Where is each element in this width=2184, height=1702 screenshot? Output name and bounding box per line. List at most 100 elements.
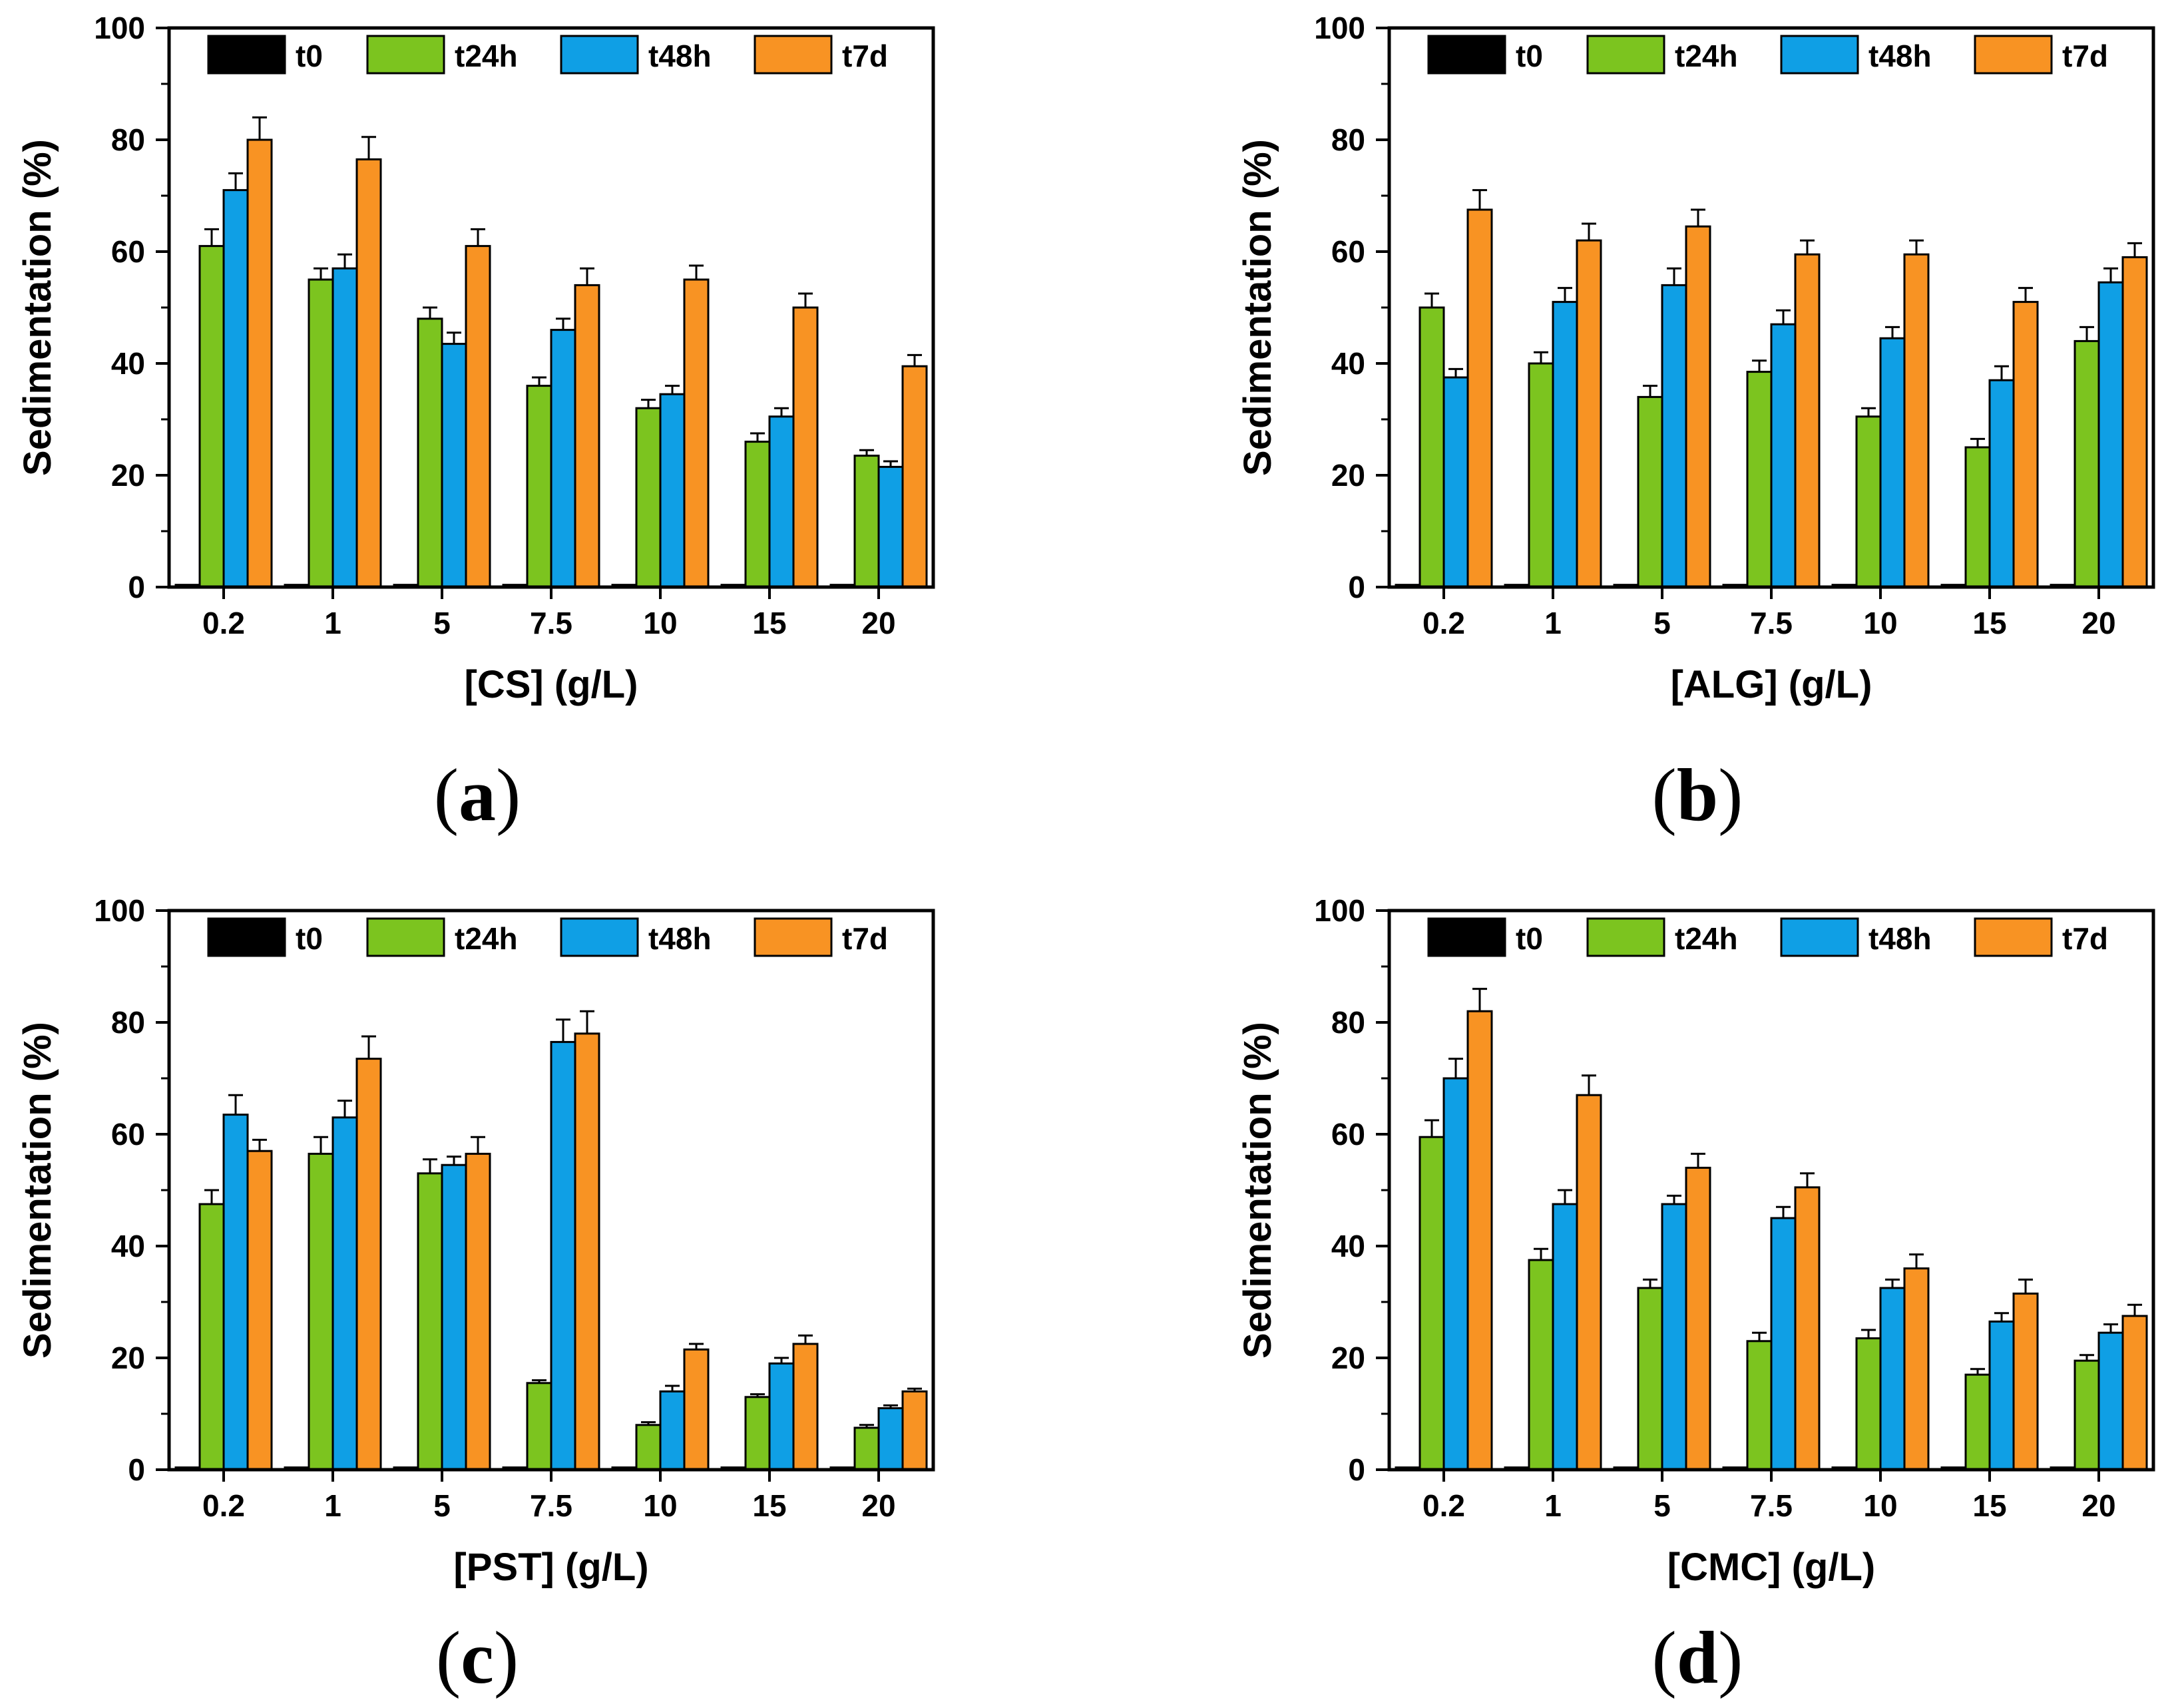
bar-t7d-20 bbox=[901, 365, 928, 588]
x-tick-label-0.2: 0.2 bbox=[1422, 1488, 1465, 1523]
bar-t48h-10 bbox=[659, 393, 686, 588]
x-tick-label-20: 20 bbox=[2081, 1488, 2115, 1523]
panel-label-open: ( bbox=[433, 754, 459, 837]
bar-t7d-7.5 bbox=[1794, 1186, 1821, 1471]
legend-swatch-t0 bbox=[1427, 917, 1506, 957]
bar-t7d-15 bbox=[792, 306, 819, 588]
y-tick-label-20: 20 bbox=[111, 1341, 145, 1375]
x-axis-title-b: [ALG] (g/L) bbox=[1671, 663, 1872, 706]
bar-t48h-15 bbox=[768, 1362, 795, 1471]
bar-t48h-20 bbox=[877, 1407, 904, 1471]
legend-swatch-t7d bbox=[754, 35, 833, 75]
bar-t24h-5 bbox=[417, 1172, 443, 1471]
legend-swatch-t0 bbox=[207, 35, 286, 75]
bar-t7d-1 bbox=[355, 1058, 382, 1471]
bar-t24h-1 bbox=[1528, 1259, 1554, 1471]
x-tick-label-5: 5 bbox=[1653, 1488, 1671, 1523]
legend-swatch-t24h bbox=[1586, 917, 1665, 957]
legend-label-t7d: t7d bbox=[842, 39, 888, 73]
x-tick-label-5: 5 bbox=[433, 1488, 451, 1523]
legend-swatch-t48h bbox=[1780, 35, 1859, 75]
x-tick-label-7.5: 7.5 bbox=[530, 606, 572, 640]
bar-t7d-0.2 bbox=[1466, 1010, 1493, 1471]
bar-t7d-10 bbox=[1903, 1267, 1930, 1471]
bar-t24h-0.2 bbox=[198, 1203, 225, 1471]
y-tick-label-0: 0 bbox=[128, 1452, 145, 1487]
bar-t24h-5 bbox=[1637, 395, 1663, 588]
y-tick-label-80: 80 bbox=[111, 1005, 145, 1040]
x-tick-label-15: 15 bbox=[752, 606, 786, 640]
x-tick-label-20: 20 bbox=[861, 606, 895, 640]
y-axis-title-c: Sedimentation (%) bbox=[16, 1022, 59, 1359]
bar-t48h-10 bbox=[659, 1390, 686, 1471]
bar-t24h-15 bbox=[1964, 446, 1991, 588]
x-tick-label-7.5: 7.5 bbox=[1750, 1488, 1793, 1523]
legend-label-t48h: t48h bbox=[1868, 921, 1932, 956]
bar-t24h-15 bbox=[1964, 1373, 1991, 1471]
bar-t48h-0.2 bbox=[1442, 376, 1469, 588]
x-tick-label-5: 5 bbox=[1653, 606, 1671, 640]
bar-t48h-7.5 bbox=[1770, 323, 1797, 588]
panel-c: 0 20 40 60 80 100 0.2 1 5 7.5 10 15 20 t0 t24h t48h t7d[… bbox=[0, 852, 1092, 1702]
y-tick-label-40: 40 bbox=[111, 346, 145, 381]
y-tick-label-20: 20 bbox=[1331, 458, 1365, 493]
y-tick-label-60: 60 bbox=[111, 1117, 145, 1152]
bar-t7d-20 bbox=[2121, 1315, 2148, 1471]
panel-letter: c bbox=[461, 1617, 494, 1699]
legend-label-t7d: t7d bbox=[2062, 921, 2108, 956]
legend-label-t48h: t48h bbox=[1868, 39, 1932, 73]
x-tick-label-20: 20 bbox=[861, 1488, 895, 1523]
y-tick-label-0: 0 bbox=[128, 570, 145, 604]
y-tick-label-80: 80 bbox=[1331, 1005, 1365, 1040]
bar-t48h-5 bbox=[1661, 284, 1687, 588]
x-tick-label-15: 15 bbox=[752, 1488, 786, 1523]
legend-swatch-t7d bbox=[1974, 35, 2053, 75]
y-tick-label-80: 80 bbox=[1331, 122, 1365, 157]
bar-t48h-0.2 bbox=[222, 1114, 249, 1471]
bar-t24h-20 bbox=[2074, 339, 2100, 588]
bar-t24h-0.2 bbox=[1419, 1136, 1445, 1471]
x-axis-title-c: [PST] (g/L) bbox=[453, 1546, 648, 1589]
y-tick-label-60: 60 bbox=[111, 234, 145, 269]
panel-letter: a bbox=[459, 754, 496, 837]
legend-b: t0 t24h t48h t7d bbox=[1427, 35, 2108, 75]
bar-t7d-7.5 bbox=[574, 1032, 600, 1471]
legend-swatch-t48h bbox=[1780, 917, 1859, 957]
bar-t7d-1 bbox=[1576, 1094, 1602, 1471]
legend-label-t0: t0 bbox=[296, 921, 323, 956]
x-axis-title-d: [CMC] (g/L) bbox=[1667, 1546, 1875, 1589]
legend-label-t48h: t48h bbox=[648, 921, 712, 956]
bar-t48h-7.5 bbox=[550, 329, 576, 588]
bar-t24h-20 bbox=[853, 1426, 880, 1471]
x-tick-label-15: 15 bbox=[1972, 606, 2006, 640]
x-tick-label-20: 20 bbox=[2081, 606, 2115, 640]
bar-t48h-15 bbox=[1988, 1320, 2015, 1471]
bar-t48h-10 bbox=[1879, 1287, 1906, 1471]
panel-letter: b bbox=[1676, 754, 1719, 837]
y-tick-label-40: 40 bbox=[111, 1229, 145, 1263]
legend-swatch-t48h bbox=[560, 35, 639, 75]
bar-t24h-20 bbox=[2074, 1359, 2100, 1471]
x-tick-label-10: 10 bbox=[643, 1488, 677, 1523]
bar-t7d-0.2 bbox=[246, 1150, 273, 1471]
x-tick-label-0.2: 0.2 bbox=[202, 606, 245, 640]
bar-t24h-7.5 bbox=[1746, 371, 1773, 588]
bar-t48h-15 bbox=[1988, 379, 2015, 588]
bar-t48h-5 bbox=[441, 343, 467, 588]
bar-t7d-5 bbox=[465, 1152, 491, 1471]
y-tick-label-0: 0 bbox=[1348, 1452, 1365, 1487]
bar-t24h-1 bbox=[308, 1152, 334, 1471]
y-tick-label-100: 100 bbox=[94, 893, 145, 928]
legend-swatch-t24h bbox=[366, 917, 445, 957]
y-tick-label-100: 100 bbox=[94, 11, 145, 45]
bar-t7d-5 bbox=[465, 245, 491, 588]
legend-swatch-t0 bbox=[1427, 35, 1506, 75]
panel-label-close: ) bbox=[1718, 1617, 1743, 1699]
x-tick-label-15: 15 bbox=[1972, 1488, 2006, 1523]
bar-t24h-10 bbox=[635, 1424, 662, 1471]
bar-t7d-10 bbox=[683, 1348, 710, 1471]
x-tick-label-0.2: 0.2 bbox=[202, 1488, 245, 1523]
legend-label-t24h: t24h bbox=[455, 921, 518, 956]
bar-t48h-20 bbox=[2097, 1331, 2124, 1471]
